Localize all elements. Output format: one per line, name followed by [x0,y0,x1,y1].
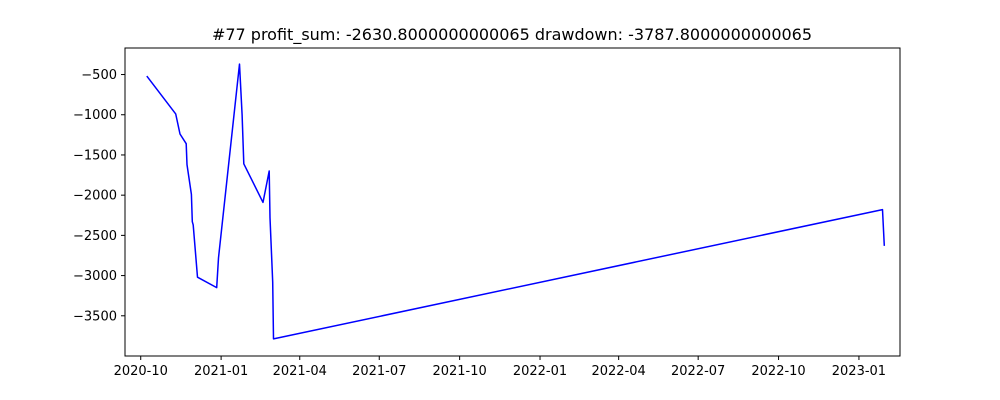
x-tick-label: 2021-04 [273,364,327,379]
y-tick-label: −3000 [73,269,117,284]
plot-area [125,48,900,356]
plot-frame [124,47,901,357]
x-tick-label: 2022-01 [513,364,567,379]
y-tick-label: −1500 [73,148,117,163]
x-axis: 2020-10 2021-01 2021-04 2021-07 2021-10 2022-… [114,356,886,379]
x-tick-label: 2022-07 [671,364,725,379]
y-tick-label: −500 [81,68,117,83]
y-tick-label: −1000 [73,108,117,123]
x-tick-label: 2022-04 [591,364,645,379]
y-axis: −500 −1000 −1500 −2000 −2500 −3000 −3500 [73,68,125,324]
x-tick-label: 2023-01 [832,364,886,379]
x-tick-label: 2021-01 [194,364,248,379]
y-tick-label: −2500 [73,229,117,244]
x-tick-label: 2022-10 [751,364,805,379]
series-line [146,63,886,340]
x-tick-label: 2021-10 [432,364,486,379]
x-tick-label: 2020-10 [114,364,168,379]
y-tick-label: −2000 [73,189,117,204]
chart-title: #77 profit_sum: -2630.8000000000065 draw… [212,25,812,45]
x-tick-label: 2021-07 [352,364,406,379]
y-tick-label: −3500 [73,309,117,324]
